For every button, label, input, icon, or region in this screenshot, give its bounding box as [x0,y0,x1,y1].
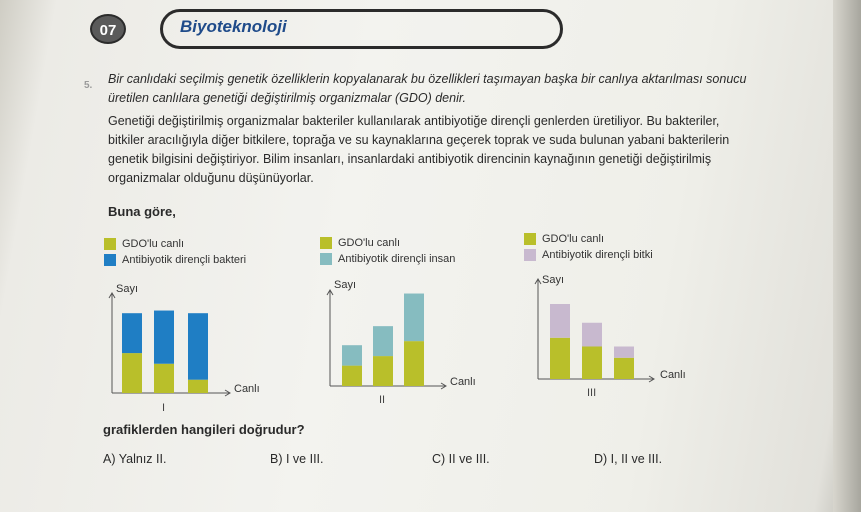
page-title: Biyoteknoloji [180,17,287,36]
chart-number-1: I [162,402,166,414]
bar-resistant [154,310,174,364]
legend-swatch [320,237,332,249]
legend-chart-3: GDO'lu canlı Antibiyotik dirençli bitki [524,231,653,263]
x-axis-arrow [648,375,655,383]
legend-label: GDO'lu canlı [542,233,605,245]
y-axis-arrow [326,289,334,296]
y-axis-arrow [534,278,542,285]
bar-resistant [342,345,362,366]
y-axis-label-2: Sayı [334,279,357,291]
question-paragraph-1: Bir canlıdaki seçilmiş genetik özellikle… [108,72,747,105]
legend-swatch [524,249,536,261]
unit-badge: 07 [90,14,126,44]
bar-resistant [373,326,393,357]
bar-gdo [550,337,570,379]
bar-resistant [550,304,570,338]
bar-gdo [342,365,362,386]
legend-label: Antibiyotik dirençli bitki [542,249,653,261]
question-paragraph-2: Genetiği değiştirilmiş organizmalar bakt… [108,114,730,185]
chart-number-2: II [379,394,386,406]
y-axis-label-3: Sayı [542,274,565,286]
option-d[interactable]: D) I, II ve III. [594,452,663,466]
bar-gdo [373,356,393,386]
header-frame [160,9,563,49]
legend-swatch [104,254,116,266]
bar-resistant [582,322,602,347]
question-number: 5. [84,80,93,91]
bar-gdo [404,341,424,386]
legend-label: GDO'lu canlı [122,238,185,250]
legend-label: GDO'lu canlı [338,237,401,249]
bar-gdo [122,353,142,393]
bar-gdo [154,363,174,393]
legend-swatch [524,233,536,245]
legend-chart-2: GDO'lu canlı Antibiyotik dirençli insan [320,235,455,267]
legend-swatch [320,253,332,265]
y-axis-arrow [108,292,116,299]
x-axis-arrow [440,382,447,390]
x-axis-arrow [224,389,231,397]
bar-gdo [614,357,634,379]
page-edge [833,0,861,512]
bar-gdo [582,346,602,379]
y-axis-label-1: Sayı [116,283,139,295]
bar-resistant [188,313,208,380]
option-c[interactable]: C) II ve III. [432,452,490,466]
legend-chart-1: GDO'lu canlı Antibiyotik dirençli bakter… [104,236,246,268]
option-a[interactable]: A) Yalnız II. [103,452,167,466]
legend-swatch [104,238,116,250]
x-axis-label-2: Canlı [450,376,476,388]
bar-gdo [188,379,208,393]
question-prompt: grafiklerden hangileri doğrudur? [103,422,305,437]
bar-resistant [122,313,142,354]
bar-resistant [614,346,634,358]
question-lead: Buna göre, [108,204,176,219]
x-axis-label-1: Canlı [234,383,260,395]
x-axis-label-3: Canlı [660,369,686,381]
bar-resistant [404,293,424,342]
chart-number-3: III [587,387,597,399]
legend-label: Antibiyotik dirençli bakteri [122,254,247,266]
option-b[interactable]: B) I ve III. [270,452,324,466]
legend-label: Antibiyotik dirençli insan [338,253,456,265]
